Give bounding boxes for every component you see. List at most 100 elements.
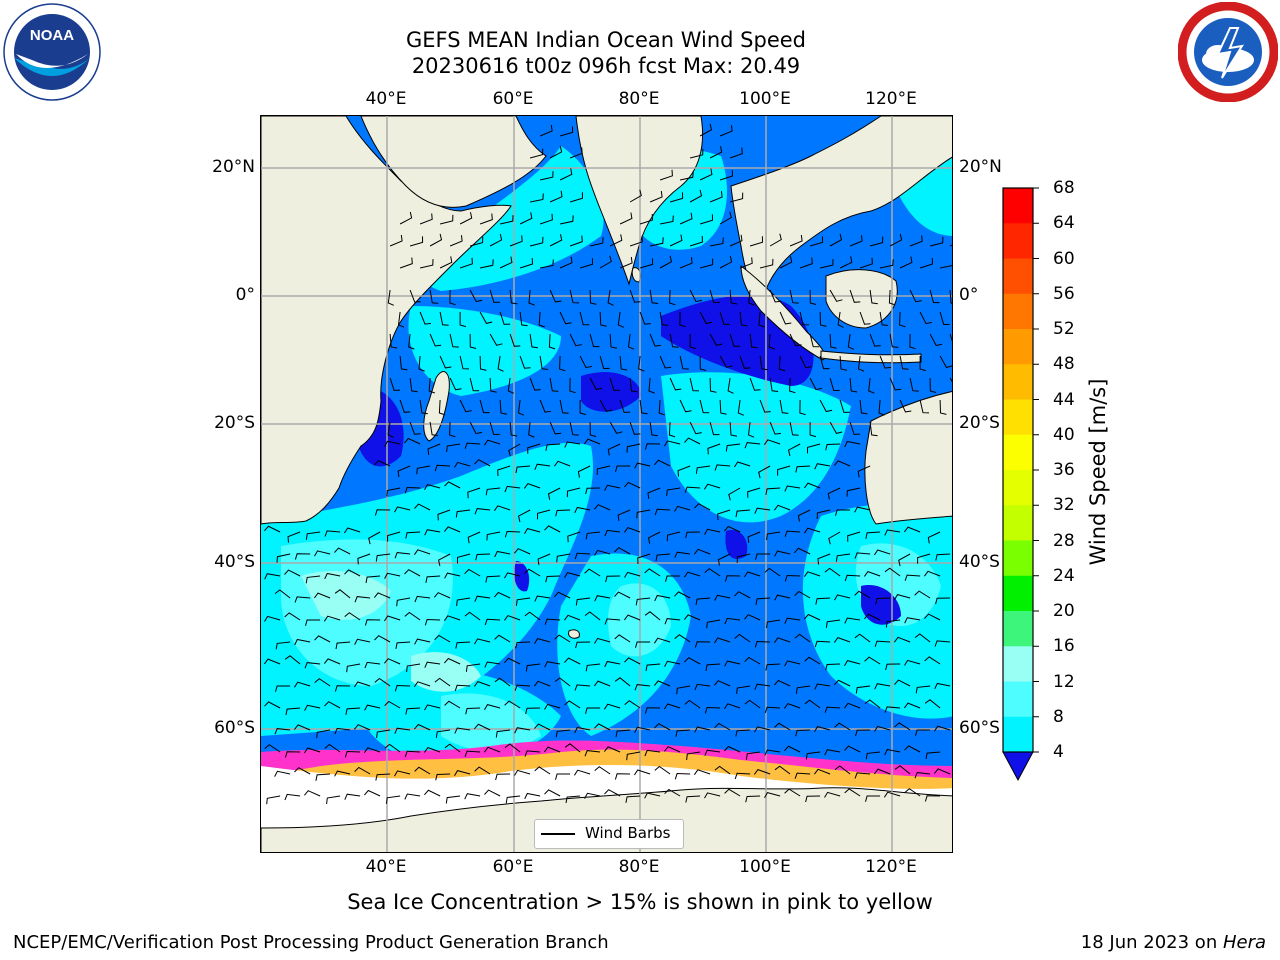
wind-barb	[564, 441, 581, 448]
wind-barb	[803, 527, 821, 534]
wind-barb	[585, 707, 601, 714]
wind-barb	[323, 615, 341, 622]
wind-barb	[779, 311, 792, 325]
wind-barb	[714, 765, 731, 775]
wind-barb	[485, 575, 501, 583]
wind-barb	[729, 147, 743, 159]
wind-barb	[577, 465, 591, 478]
wind-barb	[689, 421, 702, 435]
wind-barb	[545, 575, 561, 583]
wind-barb	[784, 617, 801, 624]
wind-barb	[424, 661, 441, 668]
wind-barb	[878, 399, 885, 416]
wind-barb	[504, 572, 521, 579]
wind-barb	[636, 509, 651, 519]
wind-barb	[364, 661, 381, 669]
wind-barb	[679, 212, 693, 225]
wind-barb	[489, 233, 503, 247]
wind-barb	[684, 657, 701, 665]
wind-barb	[264, 525, 281, 533]
wind-barb	[627, 333, 635, 350]
wind-barb	[334, 727, 351, 735]
wind-barb	[940, 265, 952, 269]
wind-barb	[525, 707, 541, 715]
wind-barb	[539, 213, 553, 225]
wind-barb	[489, 377, 497, 393]
wind-barb	[584, 611, 601, 621]
wind-barb	[284, 569, 301, 577]
wind-barb	[763, 439, 781, 445]
wind-barb	[674, 591, 691, 599]
wind-barb	[354, 596, 371, 603]
wind-barb	[619, 355, 628, 371]
wind-barb	[584, 568, 601, 577]
wind-barb	[769, 421, 781, 435]
wind-barb	[839, 256, 853, 269]
wind-barb	[469, 289, 483, 303]
wind-barb	[315, 773, 331, 781]
wind-barb	[677, 465, 691, 477]
wind-barb	[444, 526, 461, 533]
wind-barb	[429, 333, 442, 347]
wind-barb	[594, 595, 611, 602]
wind-barb	[404, 750, 421, 758]
wind-barb	[524, 528, 541, 535]
wind-barb	[385, 795, 401, 804]
wind-barb	[915, 729, 931, 736]
wind-barb	[549, 145, 563, 159]
wind-barb	[779, 399, 789, 414]
wind-barb	[584, 438, 601, 445]
wind-barb	[539, 124, 553, 137]
wind-barb	[404, 793, 421, 800]
wind-barb	[609, 377, 620, 391]
wind-barb	[663, 703, 681, 710]
wind-barb	[784, 574, 801, 582]
wind-barb	[389, 333, 398, 349]
wind-barb	[714, 594, 731, 601]
wind-barb	[649, 289, 659, 304]
wind-barb	[534, 595, 551, 602]
wind-barb	[499, 256, 513, 269]
wind-barb	[774, 765, 791, 775]
wind-barb	[659, 169, 673, 181]
wind-barb	[724, 788, 741, 797]
wind-barb	[555, 773, 571, 780]
wind-barb	[759, 399, 771, 413]
wind-barb	[394, 552, 411, 559]
wind-barb	[530, 193, 544, 203]
wind-barb	[504, 743, 521, 753]
wind-barb	[644, 749, 661, 757]
wind-barb	[664, 788, 681, 797]
wind-barb	[843, 702, 861, 709]
wind-barb	[489, 333, 503, 346]
wind-barb	[773, 504, 791, 511]
wind-barb	[884, 529, 901, 536]
wind-barb	[879, 259, 894, 269]
footer-credit: NCEP/EMC/Verification Post Processing Pr…	[13, 932, 609, 953]
wind-barb	[529, 148, 544, 159]
wind-barb	[747, 421, 755, 438]
wind-barb	[494, 550, 511, 558]
wind-barb	[424, 529, 441, 536]
wind-barb	[654, 594, 671, 602]
wind-barb	[474, 638, 491, 645]
wind-barb	[939, 311, 950, 326]
wind-barb	[284, 612, 301, 621]
wind-barb	[689, 235, 704, 247]
wind-barb	[649, 333, 661, 347]
wind-barb	[404, 569, 421, 577]
wind-barb	[324, 658, 341, 665]
wind-barb	[434, 592, 451, 599]
wind-barb	[486, 531, 501, 541]
wind-barb	[559, 311, 572, 325]
wind-barb	[408, 333, 415, 350]
wind-barb	[733, 461, 751, 468]
wind-barb	[689, 289, 702, 303]
wind-barb	[544, 525, 561, 533]
wind-barb	[493, 505, 511, 511]
wind-barb	[809, 289, 817, 305]
map-canvas	[261, 116, 952, 852]
wind-barb	[387, 421, 394, 438]
wind-barb	[635, 597, 651, 606]
wind-barb	[817, 553, 831, 565]
